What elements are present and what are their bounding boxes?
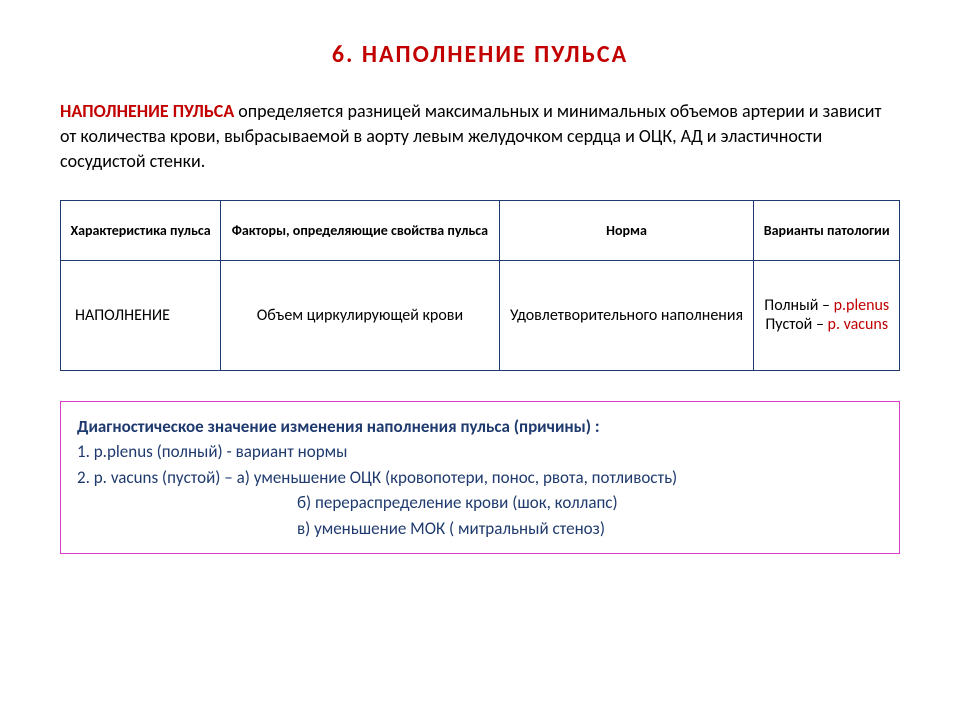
- definition-term: НАПОЛНЕНИЕ ПУЛЬСА: [60, 100, 234, 122]
- pathology-line2-pre: Пустой –: [765, 315, 827, 334]
- diagnostic-line-4: в) уменьшение МОК ( митральный стеноз): [77, 516, 883, 542]
- pathology-line1: Полный – p.plenus: [762, 296, 891, 315]
- diagnostic-line-1: 1. p.plenus (полный) - вариант нормы: [77, 439, 883, 465]
- pathology-line1-pre: Полный –: [764, 296, 833, 315]
- cell-characteristic: НАПОЛНЕНИЕ: [61, 260, 221, 370]
- table-header-row: Характеристика пульса Факторы, определяю…: [61, 200, 900, 260]
- th-characteristic: Характеристика пульса: [61, 200, 221, 260]
- pathology-line1-latin: p.plenus: [834, 296, 890, 315]
- diagnostic-line-2: 2. p. vacuns (пустой) – а) уменьшение ОЦ…: [77, 465, 883, 491]
- diagnostic-box: Диагностическое значение изменения напол…: [60, 401, 900, 555]
- definition-paragraph: НАПОЛНЕНИЕ ПУЛЬСА определяется разницей …: [60, 99, 900, 175]
- title-number: 6.: [332, 40, 355, 69]
- pulse-table: Характеристика пульса Факторы, определяю…: [60, 200, 900, 371]
- title-text: НАПОЛНЕНИЕ ПУЛЬСА: [362, 40, 628, 69]
- diagnostic-heading: Диагностическое значение изменения напол…: [77, 414, 883, 440]
- pathology-line2-latin: p. vacuns: [828, 315, 889, 334]
- cell-factors: Объем циркулирующей крови: [221, 260, 499, 370]
- th-pathology: Варианты патологии: [754, 200, 900, 260]
- slide-title: 6. НАПОЛНЕНИЕ ПУЛЬСА: [60, 40, 900, 69]
- th-norm: Норма: [499, 200, 754, 260]
- cell-pathology: Полный – p.plenus Пустой – p. vacuns: [754, 260, 900, 370]
- cell-norm: Удовлетворительного наполнения: [499, 260, 754, 370]
- th-factors: Факторы, определяющие свойства пульса: [221, 200, 499, 260]
- pathology-line2: Пустой – p. vacuns: [762, 315, 891, 334]
- diagnostic-line-3: б) перераспределение крови (шок, коллапс…: [77, 490, 883, 516]
- table-row: НАПОЛНЕНИЕ Объем циркулирующей крови Удо…: [61, 260, 900, 370]
